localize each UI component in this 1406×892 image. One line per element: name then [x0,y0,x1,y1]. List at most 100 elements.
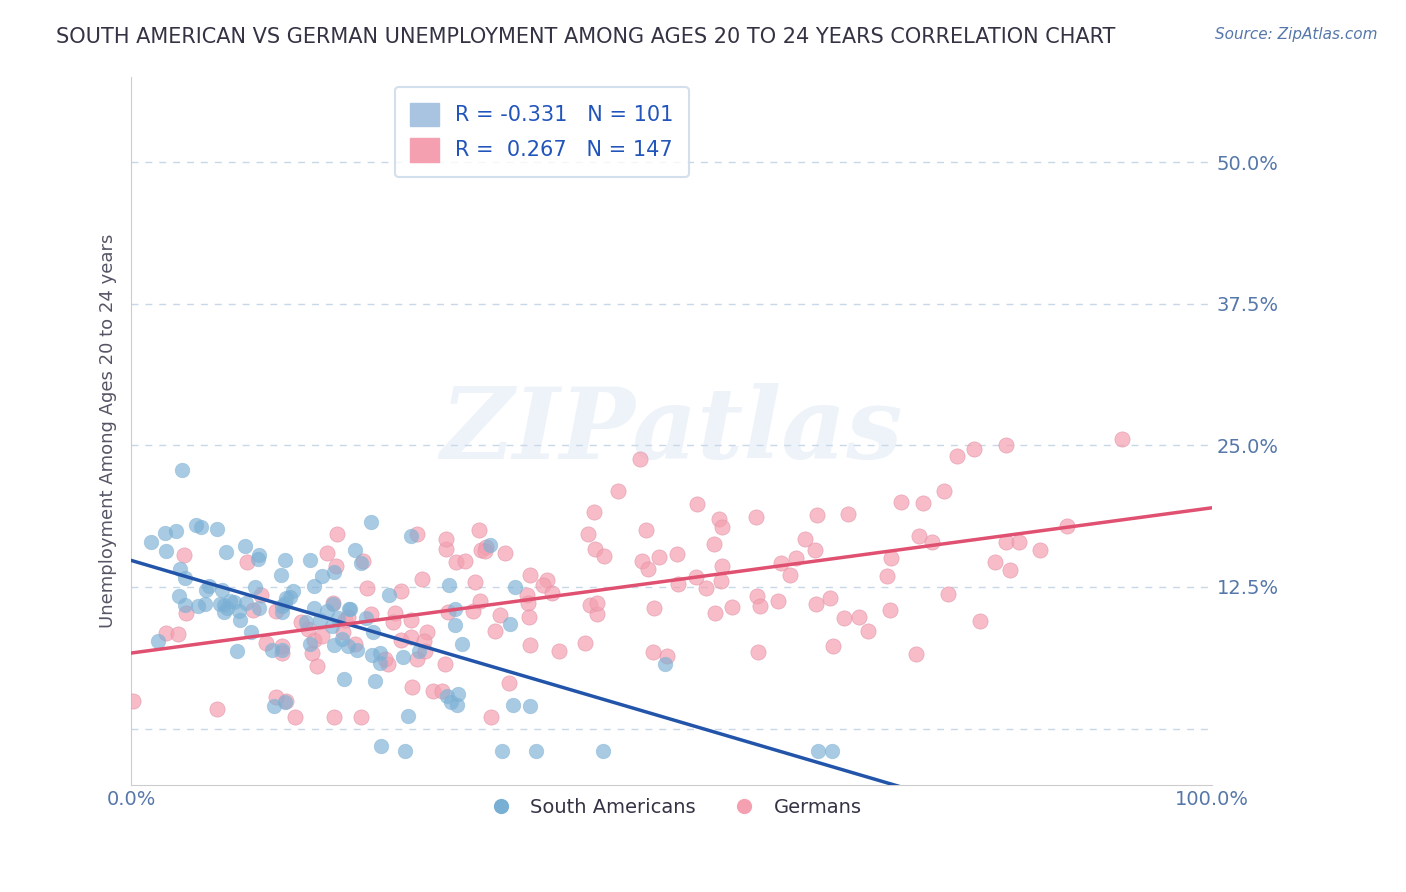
Germans [593,549,616,563]
South Americans [339,602,361,616]
South Americans [228,604,250,618]
South Americans [274,596,297,610]
Germans [804,597,827,611]
South Americans [363,625,385,640]
South Americans [444,602,467,616]
Germans [415,643,437,657]
Germans [494,546,516,560]
South Americans [368,656,391,670]
South Americans [146,633,169,648]
South Americans [190,520,212,534]
South Americans [169,562,191,576]
Legend: South Americans, Germans: South Americans, Germans [474,790,869,825]
Germans [666,547,689,561]
South Americans [349,556,371,570]
South Americans [502,698,524,712]
Germans [548,644,571,658]
Germans [582,505,605,519]
Germans [516,596,538,610]
Germans [574,636,596,650]
Germans [464,575,486,590]
South Americans [316,604,339,618]
Germans [374,652,396,666]
Germans [377,657,399,671]
South Americans [302,579,325,593]
South Americans [309,613,332,627]
Germans [236,555,259,569]
Germans [766,594,789,608]
Germans [880,550,903,565]
South Americans [197,579,219,593]
South Americans [294,615,316,629]
Germans [406,651,429,665]
Germans [908,529,931,543]
Germans [434,532,457,546]
South Americans [311,569,333,583]
South Americans [214,545,236,559]
Germans [585,607,607,622]
Germans [411,573,433,587]
Y-axis label: Unemployment Among Ages 20 to 24 years: Unemployment Among Ages 20 to 24 years [100,234,117,629]
Germans [474,544,496,558]
Germans [516,588,538,602]
South Americans [215,601,238,615]
Germans [911,496,934,510]
Germans [323,710,346,724]
South Americans [333,673,356,687]
Germans [484,624,506,638]
South Americans [240,625,263,640]
South Americans [280,591,302,605]
South Americans [153,525,176,540]
Germans [301,646,323,660]
South Americans [243,580,266,594]
Germans [121,694,143,708]
South Americans [270,568,292,582]
South Americans [260,643,283,657]
Germans [1056,518,1078,533]
Germans [793,533,815,547]
Germans [401,680,423,694]
Germans [921,535,943,549]
Germans [470,542,492,557]
Germans [963,442,986,456]
Germans [434,657,457,671]
South Americans [194,597,217,611]
Germans [461,604,484,618]
South Americans [302,600,325,615]
South Americans [394,744,416,758]
Germans [205,702,228,716]
Germans [284,710,307,724]
South Americans [354,611,377,625]
Germans [297,622,319,636]
Germans [356,582,378,596]
Germans [832,611,855,625]
Germans [242,603,264,617]
Germans [858,624,880,638]
Germans [876,568,898,582]
Germans [174,606,197,620]
South Americans [298,637,321,651]
Germans [432,684,454,698]
South Americans [368,646,391,660]
Germans [352,554,374,568]
South Americans [336,639,359,653]
Germans [585,596,607,610]
South Americans [439,578,461,592]
Germans [946,449,969,463]
Germans [890,494,912,508]
Germans [467,524,489,538]
Germans [274,694,297,708]
Germans [271,639,294,653]
South Americans [184,517,207,532]
Germans [747,645,769,659]
Germans [479,710,502,724]
South Americans [219,594,242,608]
Germans [636,523,658,537]
Germans [173,548,195,562]
Germans [703,537,725,551]
Germans [519,568,541,582]
South Americans [519,698,541,713]
South Americans [281,584,304,599]
South Americans [155,544,177,558]
Germans [749,599,772,613]
